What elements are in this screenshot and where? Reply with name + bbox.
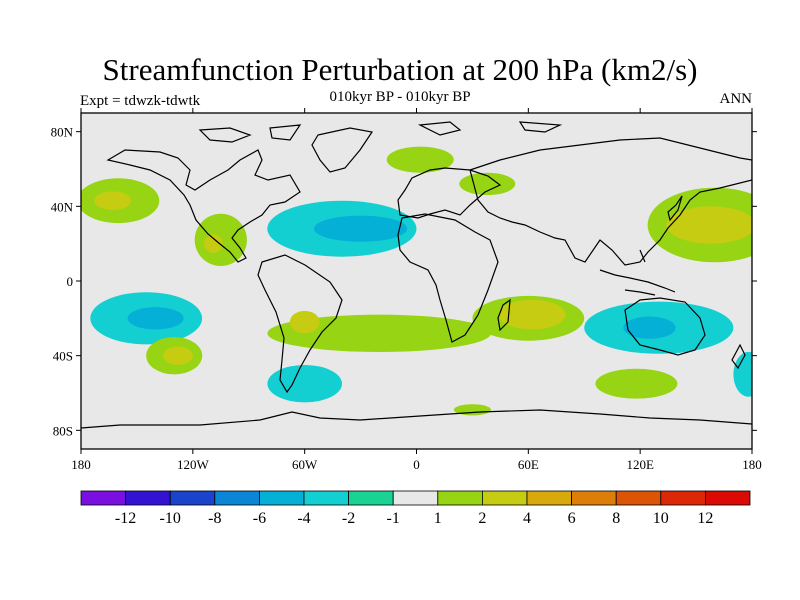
longitude-axis: 180 120W 60W 0 60E 120E 180 [71,108,762,472]
colorbar-label: 6 [568,510,576,527]
y-tick-label: 80S [53,423,73,438]
x-tick-label: 120W [177,457,210,472]
colorbar-swatch [125,490,171,506]
contour-far-east-pacific-negative [733,351,752,397]
colorbar-label: 1 [434,510,442,527]
contour-south-pacific-core [163,346,193,366]
colorbar-label: -2 [342,510,355,527]
contour-central-america-core [204,234,223,253]
x-tick-label: 180 [742,457,762,472]
colorbar-label: -1 [387,510,400,527]
colorbar-swatch [348,490,394,506]
map-title: Streamfunction Perturbation at 200 hPa (… [102,52,698,87]
antarctica-coast [81,409,752,429]
contour-greenland-positive [386,146,454,173]
north-america-coast [106,149,301,263]
contour-north-pacific-core [94,191,132,210]
new-zealand-coast [731,343,746,370]
time-period-label: 010kyr BP - 010kyr BP [329,89,471,105]
x-tick-label: 60W [292,457,318,472]
south-america-coast [257,254,343,394]
contour-south-atlantic-core [289,310,320,334]
colorbar-swatch [526,490,572,506]
contour-nw-pacific-core [666,206,752,244]
y-tick-label: 40S [53,349,73,364]
contour-southwest-pacific-core [127,307,184,330]
colorbar-swatch [258,490,305,506]
coastlines [81,121,752,429]
colorbar-swatch [214,490,260,506]
colorbar-label: -6 [253,510,266,527]
x-tick-label: 180 [71,457,91,472]
colorbar-swatch [481,490,528,506]
colorbar-swatch [303,490,349,506]
colorbar-swatch [705,490,751,506]
contour-fills [81,146,752,416]
contour-indian-ocean-core [498,299,566,330]
contour-north-atlantic-core [314,215,408,242]
contour-south-atlantic-positive [267,314,492,352]
colorbar-label: -12 [115,510,136,527]
contour-australia-core [623,316,676,339]
colorbar-label: 2 [478,510,486,527]
colorbar-swatch [80,490,126,506]
colorbar-label: 4 [523,510,531,527]
maritime-continent-coast [599,249,676,296]
x-tick-label: 60E [518,457,539,472]
madagascar-coast [497,298,511,332]
contour-southern-ocean-negative [267,365,343,403]
colorbar-label: 12 [697,510,713,527]
contour-southern-ocean-positive-east [595,368,678,399]
colorbar-swatch [169,490,216,506]
japan-coast [667,195,683,222]
colorbar-label: 10 [653,510,669,527]
x-tick-label: 0 [413,457,420,472]
colorbar-swatch [571,490,617,506]
greenland-coast [311,127,374,173]
colorbar-swatch [660,490,706,506]
contour-asia-positive [459,172,516,196]
australia-coast [624,297,706,356]
experiment-label: Expt = tdwzk-tdwtk [80,93,201,109]
colorbar-label: 8 [612,510,620,527]
colorbar: -12 -10 -8 -6 -4 -2 -1 1 2 4 6 8 10 12 [80,490,751,527]
x-tick-label: 120E [626,457,654,472]
latitude-axis: 80N 40N 0 40S 80S [51,125,757,438]
colorbar-label: -4 [297,510,310,527]
y-tick-label: 40N [51,199,74,214]
europe-coast [397,167,502,219]
asia-coast [469,137,752,266]
colorbar-swatch [392,490,439,506]
africa-coast [397,213,499,343]
season-label: ANN [719,91,753,107]
colorbar-label: -10 [160,510,181,527]
colorbar-label: -8 [208,510,221,527]
colorbar-swatch [437,490,483,506]
y-tick-label: 0 [67,274,74,289]
y-tick-label: 80N [51,125,74,140]
colorbar-swatch [615,490,662,506]
arctic-islands-coast [198,121,563,143]
